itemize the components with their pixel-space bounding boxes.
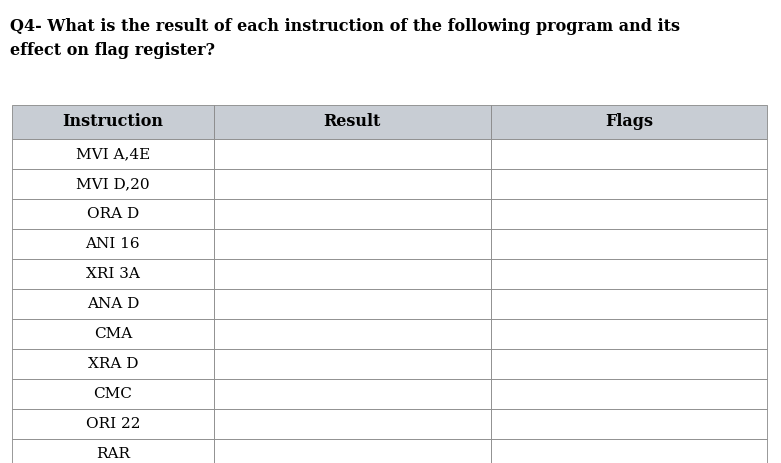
Bar (12, 229, 213, 259)
Bar (213, 105, 490, 139)
Text: Q4- What is the result of each instruction of the following program and its: Q4- What is the result of each instructi… (10, 18, 680, 35)
Bar (213, 169, 490, 199)
Bar (490, 259, 767, 289)
Text: XRA D: XRA D (87, 357, 138, 371)
Text: effect on flag register?: effect on flag register? (10, 42, 215, 59)
Bar (12, 379, 213, 409)
Bar (12, 199, 213, 229)
Bar (12, 169, 213, 199)
Bar (490, 139, 767, 169)
Text: MVI D,20: MVI D,20 (76, 177, 150, 191)
Bar (490, 199, 767, 229)
Text: Result: Result (323, 113, 381, 131)
Bar (213, 379, 490, 409)
Text: Flags: Flags (604, 113, 653, 131)
Bar (490, 439, 767, 463)
Text: RAR: RAR (96, 447, 130, 461)
Text: Instruction: Instruction (62, 113, 163, 131)
Bar (213, 349, 490, 379)
Bar (12, 349, 213, 379)
Text: ANI 16: ANI 16 (85, 237, 140, 251)
Bar (213, 289, 490, 319)
Text: ORI 22: ORI 22 (86, 417, 140, 431)
Bar (490, 289, 767, 319)
Text: ANA D: ANA D (87, 297, 139, 311)
Bar (12, 139, 213, 169)
Text: ORA D: ORA D (87, 207, 139, 221)
Bar (12, 259, 213, 289)
Bar (213, 199, 490, 229)
Bar (12, 439, 213, 463)
Text: CMA: CMA (94, 327, 132, 341)
Text: CMC: CMC (94, 387, 132, 401)
Bar (490, 169, 767, 199)
Bar (213, 139, 490, 169)
Text: MVI A,4E: MVI A,4E (76, 147, 150, 161)
Bar (12, 319, 213, 349)
Bar (213, 409, 490, 439)
Bar (490, 409, 767, 439)
Bar (490, 349, 767, 379)
Bar (490, 105, 767, 139)
Bar (213, 229, 490, 259)
Bar (490, 379, 767, 409)
Bar (213, 259, 490, 289)
Bar (12, 289, 213, 319)
Bar (213, 319, 490, 349)
Bar (12, 409, 213, 439)
Bar (12, 105, 213, 139)
Bar (213, 439, 490, 463)
Bar (490, 319, 767, 349)
Bar (490, 229, 767, 259)
Text: XRI 3A: XRI 3A (86, 267, 140, 281)
